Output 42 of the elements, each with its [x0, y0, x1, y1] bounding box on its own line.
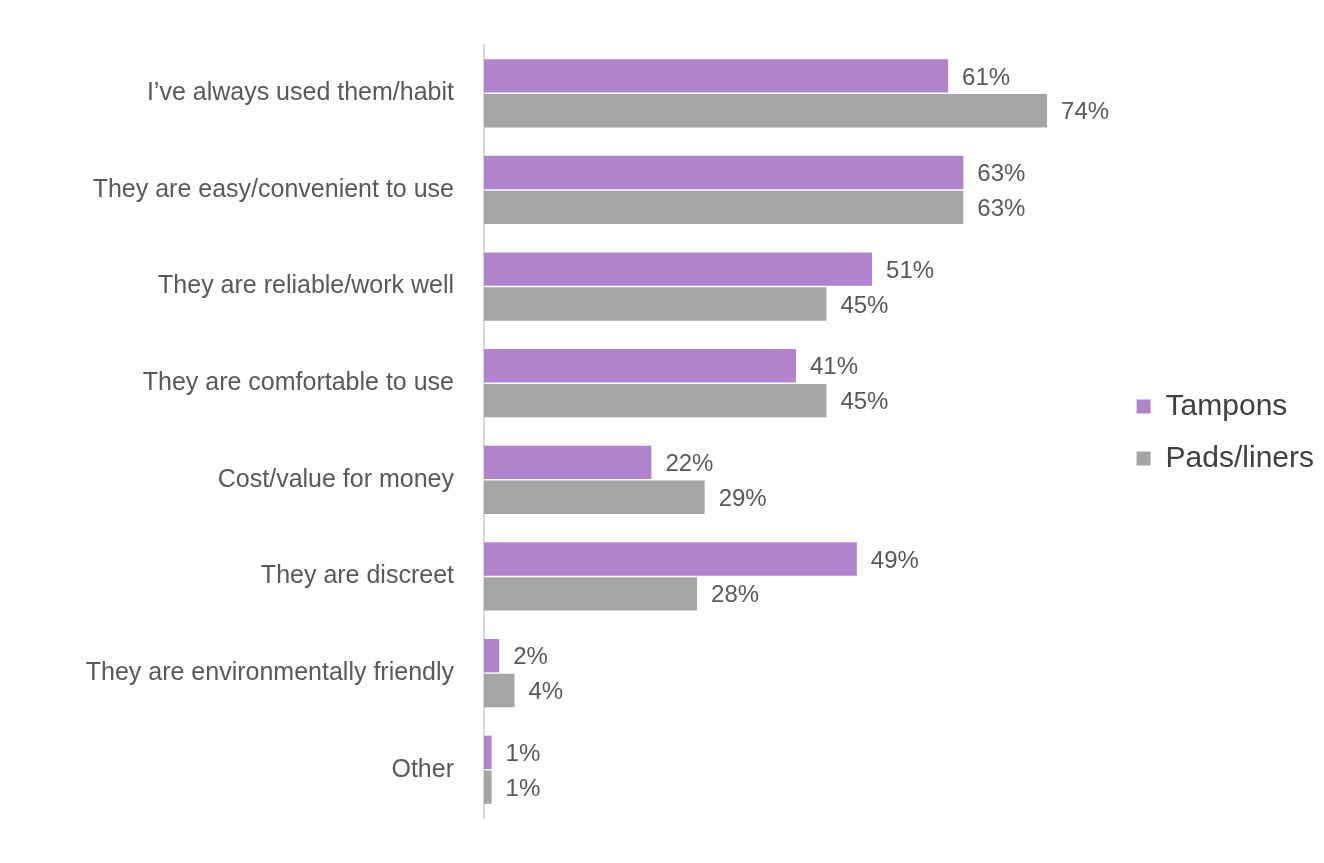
bar: [484, 349, 796, 383]
y-tick-label: Other: [391, 753, 454, 782]
data-label: 63%: [977, 159, 1026, 187]
y-tick-label: They are discreet: [260, 560, 455, 589]
bar: [484, 542, 857, 576]
bar: [484, 445, 652, 480]
data-label: 41%: [809, 352, 858, 380]
bar: [484, 252, 873, 286]
bar: [484, 383, 827, 418]
data-label: 63%: [977, 193, 1026, 221]
bar: [484, 155, 964, 190]
data-label: 1%: [505, 773, 541, 801]
data-label: 74%: [1061, 97, 1110, 125]
bar: [484, 59, 949, 93]
y-tick-label: I’ve always used them/habit: [146, 77, 455, 106]
data-label: 51%: [886, 255, 935, 283]
legend-label: Pads/liners: [1165, 439, 1314, 473]
data-label: 61%: [962, 62, 1011, 90]
data-label: 22%: [665, 449, 714, 477]
y-tick-label: Cost/value for money: [217, 463, 455, 492]
data-label: 45%: [840, 387, 889, 415]
y-tick-label: They are comfortable to use: [142, 367, 454, 396]
data-label: 2%: [513, 642, 548, 670]
bar: [484, 638, 500, 673]
data-label: 1%: [505, 738, 541, 766]
bar: [484, 673, 515, 708]
data-label: 29%: [718, 483, 767, 511]
bar: [484, 94, 1048, 128]
data-label: 49%: [870, 545, 919, 573]
bar: [484, 735, 492, 769]
y-tick-label: They are reliable/work well: [158, 270, 454, 299]
bar: [484, 190, 964, 225]
legend-label: Tampons: [1165, 387, 1288, 421]
y-tick-label: They are environmentally friendly: [85, 656, 455, 685]
bar: [484, 577, 698, 611]
bar: [484, 770, 492, 804]
y-tick-label: They are easy/convenient to use: [92, 173, 454, 202]
data-label: 28%: [711, 580, 760, 608]
bar: [484, 287, 827, 321]
bar: [484, 480, 705, 514]
data-label: 45%: [840, 290, 889, 318]
data-label: 4%: [528, 677, 564, 705]
